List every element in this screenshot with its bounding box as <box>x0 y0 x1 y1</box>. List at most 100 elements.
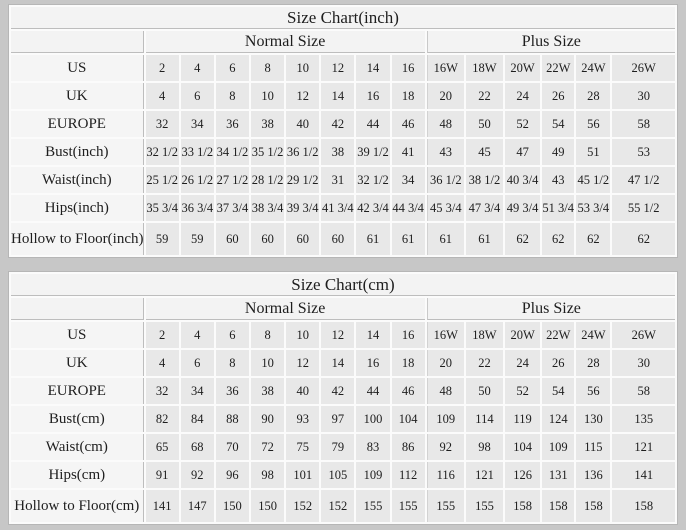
size-value-cell: 47 1/2 <box>612 167 675 193</box>
size-value-cell: 131 <box>542 462 575 488</box>
size-value-cell: 90 <box>251 406 285 432</box>
size-value-cell: 55 1/2 <box>612 195 675 221</box>
size-value-cell: 68 <box>180 434 214 460</box>
size-value-cell: 35 1/2 <box>251 139 285 165</box>
size-value-cell: 109 <box>542 434 575 460</box>
corner-cell <box>11 31 144 53</box>
size-value-cell: 116 <box>426 462 464 488</box>
size-value-cell: 16 <box>391 322 425 348</box>
size-value-cell: 70 <box>215 434 249 460</box>
size-value-cell: 104 <box>505 434 541 460</box>
size-value-cell: 24W <box>576 55 611 81</box>
corner-cell <box>11 298 144 320</box>
size-value-cell: 53 <box>612 139 675 165</box>
size-value-cell: 37 3/4 <box>215 195 249 221</box>
size-value-cell: 28 1/2 <box>251 167 285 193</box>
size-value-cell: 109 <box>426 406 464 432</box>
size-value-cell: 39 3/4 <box>286 195 320 221</box>
size-value-cell: 52 <box>505 378 541 404</box>
size-value-cell: 45 3/4 <box>426 195 464 221</box>
size-value-cell: 86 <box>391 434 425 460</box>
row-label: Hips(inch) <box>11 195 144 221</box>
size-value-cell: 114 <box>465 406 504 432</box>
size-value-cell: 75 <box>286 434 320 460</box>
size-value-cell: 48 <box>426 111 464 137</box>
size-value-cell: 22W <box>542 322 575 348</box>
size-value-cell: 43 <box>542 167 575 193</box>
size-value-cell: 14 <box>321 350 355 376</box>
size-value-cell: 44 3/4 <box>391 195 425 221</box>
size-value-cell: 96 <box>215 462 249 488</box>
size-value-cell: 147 <box>180 490 214 522</box>
size-value-cell: 82 <box>145 406 179 432</box>
size-value-cell: 18 <box>391 83 425 109</box>
row-label: Waist(cm) <box>11 434 144 460</box>
size-value-cell: 43 <box>426 139 464 165</box>
size-value-cell: 41 <box>391 139 425 165</box>
size-value-cell: 40 <box>286 111 320 137</box>
size-value-cell: 40 3/4 <box>505 167 541 193</box>
row-label: Bust(cm) <box>11 406 144 432</box>
section-normal-header: Normal Size <box>145 31 425 53</box>
size-value-cell: 136 <box>576 462 611 488</box>
size-value-cell: 6 <box>180 350 214 376</box>
size-value-cell: 62 <box>505 223 541 255</box>
size-value-cell: 47 3/4 <box>465 195 504 221</box>
size-value-cell: 6 <box>180 83 214 109</box>
size-value-cell: 53 3/4 <box>576 195 611 221</box>
size-value-cell: 10 <box>251 350 285 376</box>
table-row: Waist(inch) 25 1/2 26 1/2 27 1/2 28 1/2 29 1/… <box>11 167 675 193</box>
row-label: US <box>11 322 144 348</box>
table-row: Hollow to Floor(cm) 141 147 150 150 152 152 155… <box>11 490 675 522</box>
size-value-cell: 20 <box>426 350 464 376</box>
size-value-cell: 155 <box>391 490 425 522</box>
table-row: Bust(inch) 32 1/2 33 1/2 34 1/2 35 1/2 36 1/2… <box>11 139 675 165</box>
size-value-cell: 54 <box>542 111 575 137</box>
size-value-cell: 10 <box>286 55 320 81</box>
size-value-cell: 26W <box>612 322 675 348</box>
size-value-cell: 97 <box>321 406 355 432</box>
table-row: Hips(cm) 91 92 96 98 101 105 109 112 116 121 126 131… <box>11 462 675 488</box>
size-value-cell: 152 <box>321 490 355 522</box>
size-value-cell: 44 <box>356 378 390 404</box>
size-value-cell: 31 <box>321 167 355 193</box>
size-value-cell: 34 <box>180 111 214 137</box>
size-value-cell: 61 <box>426 223 464 255</box>
row-label: UK <box>11 350 144 376</box>
size-value-cell: 24W <box>576 322 611 348</box>
size-value-cell: 52 <box>505 111 541 137</box>
size-value-cell: 58 <box>612 378 675 404</box>
size-value-cell: 25 1/2 <box>145 167 179 193</box>
size-value-cell: 59 <box>180 223 214 255</box>
size-value-cell: 12 <box>321 55 355 81</box>
section-plus-header: Plus Size <box>426 31 675 53</box>
size-value-cell: 22 <box>465 350 504 376</box>
size-value-cell: 92 <box>180 462 214 488</box>
size-value-cell: 33 1/2 <box>180 139 214 165</box>
size-value-cell: 39 1/2 <box>356 139 390 165</box>
size-value-cell: 152 <box>286 490 320 522</box>
size-value-cell: 16W <box>426 322 464 348</box>
size-value-cell: 158 <box>612 490 675 522</box>
size-value-cell: 98 <box>465 434 504 460</box>
table-row: EUROPE 32 34 36 38 40 42 44 46 48 50 52 54 56 58 <box>11 111 675 137</box>
size-value-cell: 46 <box>391 378 425 404</box>
size-value-cell: 18W <box>465 322 504 348</box>
size-value-cell: 40 <box>286 378 320 404</box>
size-value-cell: 32 <box>145 111 179 137</box>
table-row: UK 4 6 8 10 12 14 16 18 20 22 24 26 28 30 <box>11 350 675 376</box>
row-label: US <box>11 55 144 81</box>
size-value-cell: 158 <box>505 490 541 522</box>
size-value-cell: 16W <box>426 55 464 81</box>
size-value-cell: 60 <box>286 223 320 255</box>
size-value-cell: 30 <box>612 83 675 109</box>
size-value-cell: 22 <box>465 83 504 109</box>
size-value-cell: 27 1/2 <box>215 167 249 193</box>
size-value-cell: 46 <box>391 111 425 137</box>
size-value-cell: 79 <box>321 434 355 460</box>
size-value-cell: 24 <box>505 83 541 109</box>
size-value-cell: 98 <box>251 462 285 488</box>
row-label: Hollow to Floor(inch) <box>11 223 144 255</box>
size-value-cell: 36 3/4 <box>180 195 214 221</box>
size-value-cell: 56 <box>576 111 611 137</box>
